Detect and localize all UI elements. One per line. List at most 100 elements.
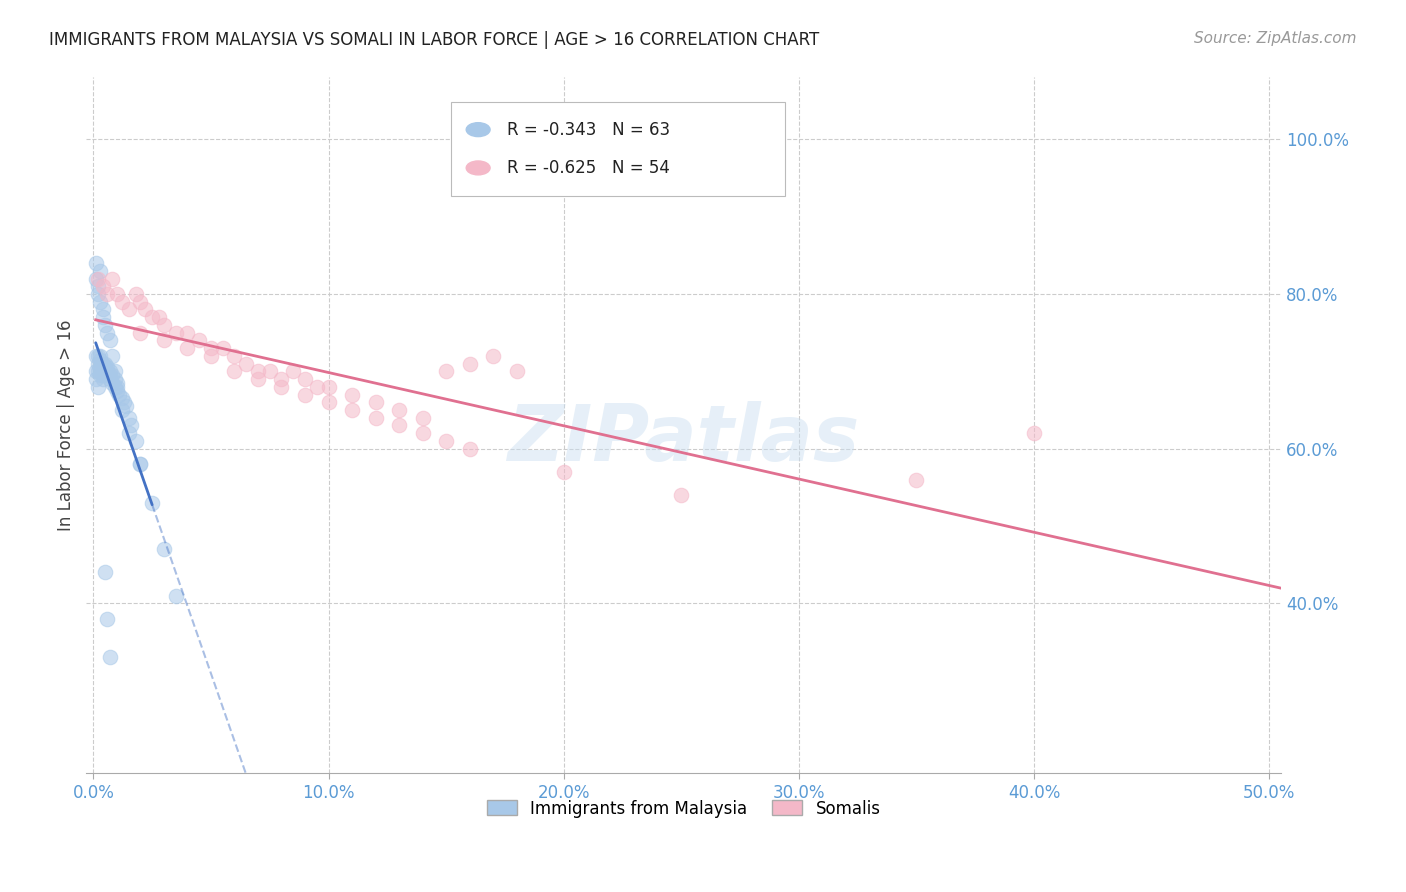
Point [120,418,142,433]
Point [340,403,363,417]
Point [84,256,107,270]
Point [270,380,292,394]
Point [340,387,363,401]
Text: ZIPatlas: ZIPatlas [508,401,859,477]
Point [364,410,387,425]
Point [89,349,111,363]
Point [671,488,693,502]
Point [165,326,187,340]
Circle shape [467,161,491,175]
Point [129,326,152,340]
Point [108,387,131,401]
Point [305,380,328,394]
Point [294,387,316,401]
Point [89,294,111,309]
Point [94,368,117,383]
Point [388,418,411,433]
Point [1022,426,1045,441]
Point [388,403,411,417]
Point [224,349,246,363]
Point [91,368,114,383]
Point [110,392,132,406]
Text: IMMIGRANTS FROM MALAYSIA VS SOMALI IN LABOR FORCE | AGE > 16 CORRELATION CHART: IMMIGRANTS FROM MALAYSIA VS SOMALI IN LA… [49,31,820,49]
Point [224,364,246,378]
Point [98,364,121,378]
Point [134,302,156,317]
Point [318,395,340,409]
Point [153,334,176,348]
Point [98,372,121,386]
Point [270,372,292,386]
Point [458,357,481,371]
Point [318,380,340,394]
Point [246,364,269,378]
Point [98,368,121,383]
Point [84,364,107,378]
Point [117,410,139,425]
Point [91,279,114,293]
Point [124,434,146,448]
Point [96,326,118,340]
Point [98,650,121,665]
Point [235,357,257,371]
Point [105,376,128,390]
Point [103,380,125,394]
Point [141,310,163,325]
Point [905,473,928,487]
Point [94,318,117,332]
Point [200,341,222,355]
Point [84,349,107,363]
Point [176,341,198,355]
Point [101,368,124,383]
Text: R = -0.625   N = 54: R = -0.625 N = 54 [506,159,669,177]
Point [110,403,132,417]
Point [89,264,111,278]
Point [165,589,187,603]
Point [211,341,233,355]
Point [91,302,114,317]
Point [103,372,125,386]
Point [505,364,527,378]
Point [176,326,198,340]
Point [87,364,110,378]
Text: R = -0.343   N = 63: R = -0.343 N = 63 [506,120,669,138]
Point [84,271,107,285]
Point [283,364,305,378]
Point [89,368,111,383]
Point [117,426,139,441]
Point [153,542,176,557]
Point [129,457,152,471]
Point [553,465,575,479]
Point [91,372,114,386]
Point [96,287,118,301]
Point [141,496,163,510]
Point [117,302,139,317]
Point [188,334,211,348]
Point [259,364,281,378]
Point [412,410,434,425]
Point [89,360,111,375]
Point [101,271,124,285]
Point [129,457,152,471]
Y-axis label: In Labor Force | Age > 16: In Labor Force | Age > 16 [58,319,75,531]
Point [110,294,132,309]
Point [94,364,117,378]
Point [246,372,269,386]
Point [124,287,146,301]
Point [87,357,110,371]
Point [115,399,138,413]
Point [101,376,124,390]
Point [87,287,110,301]
Point [96,364,118,378]
Point [94,360,117,375]
Point [84,372,107,386]
Point [87,279,110,293]
Point [200,349,222,363]
Legend: Immigrants from Malaysia, Somalis: Immigrants from Malaysia, Somalis [479,793,887,824]
Point [103,364,125,378]
Point [94,566,117,580]
Point [96,612,118,626]
Point [434,434,457,448]
Point [94,357,117,371]
Point [153,318,176,332]
